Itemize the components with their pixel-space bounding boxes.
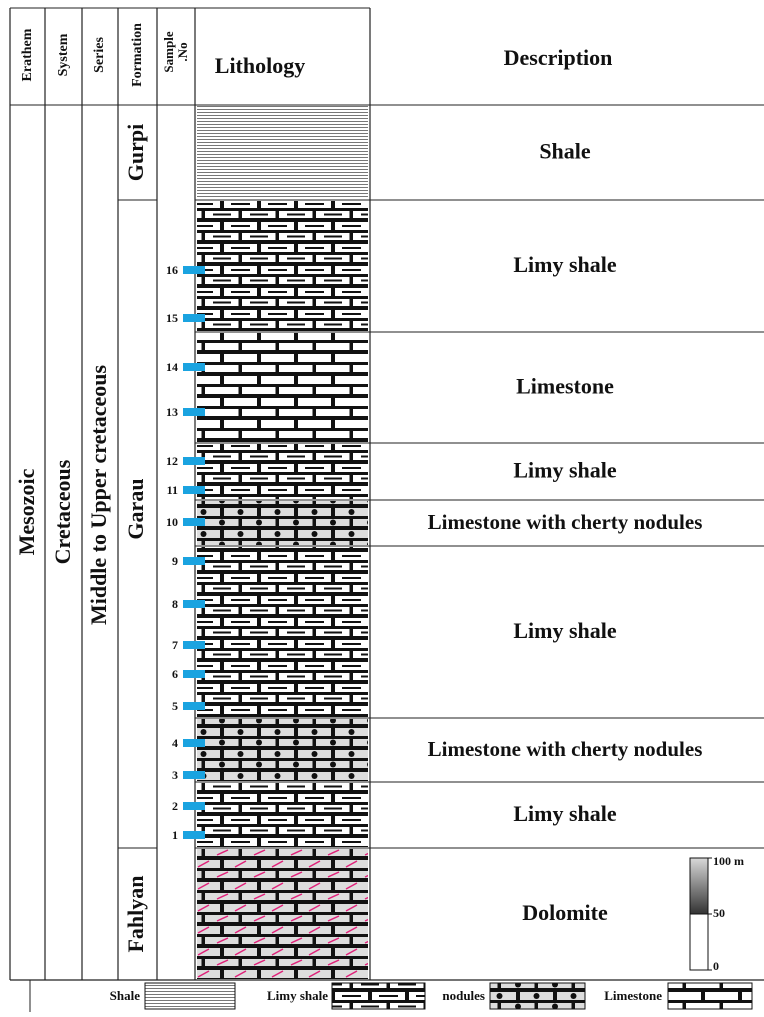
lithology-fill (197, 201, 368, 331)
unit-description: Limestone with cherty nodules (428, 737, 703, 761)
sample-number: 3 (172, 768, 178, 782)
sample-number: 4 (172, 736, 178, 750)
header-series: Series (92, 37, 107, 73)
scale-label: 50 (713, 906, 725, 920)
lithology-fill (197, 547, 368, 717)
header-description: Description (504, 45, 613, 70)
lithology-fill (197, 719, 368, 781)
legend-swatch (667, 982, 753, 1010)
unit-description: Dolomite (522, 900, 608, 925)
scale-upper (689, 857, 709, 915)
legend-label: Limy shale (267, 988, 328, 1003)
lithology-fill (197, 333, 368, 442)
sample-number: 6 (172, 667, 178, 681)
sample-marker (183, 831, 205, 839)
sample-marker (183, 486, 205, 494)
scale-label: 100 m (713, 854, 744, 868)
header-formation: Formation (130, 23, 145, 87)
unit-description: Limy shale (513, 618, 617, 643)
sample-marker (183, 518, 205, 526)
sample-marker (183, 363, 205, 371)
sample-marker (183, 600, 205, 608)
legend-swatch (144, 982, 236, 1010)
unit-description: Limy shale (513, 801, 617, 826)
lithology-fill (197, 783, 368, 847)
unit-description: Shale (539, 139, 591, 164)
header-sample: .No (175, 42, 190, 61)
unit-description: Limy shale (513, 458, 617, 483)
unit-description: Limestone (516, 374, 614, 399)
sample-marker (183, 771, 205, 779)
legend-swatch (489, 982, 586, 1010)
lithology-fill (197, 444, 368, 499)
scale-lower (689, 913, 709, 971)
header-erathem: Erathem (20, 28, 35, 81)
sample-number: 15 (166, 311, 178, 325)
scale-label: 0 (713, 959, 719, 973)
legend-label: Shale (110, 988, 141, 1003)
legend-swatch (331, 982, 426, 1010)
formation-name: Gurpi (123, 124, 148, 181)
sample-number: 7 (172, 638, 178, 652)
header-lithology: Lithology (215, 53, 305, 78)
series: Middle to Upper cretaceous (86, 365, 111, 626)
sample-number: 10 (166, 515, 178, 529)
unit-description: Limestone with cherty nodules (428, 510, 703, 534)
header-sample: Sample (161, 31, 176, 72)
system: Cretaceous (50, 459, 75, 564)
lithology-fill (197, 501, 368, 545)
sample-number: 9 (172, 554, 178, 568)
sample-marker (183, 670, 205, 678)
sample-marker (183, 408, 205, 416)
sample-number: 13 (166, 405, 178, 419)
legend-label: nodules (442, 988, 485, 1003)
sample-marker (183, 641, 205, 649)
sample-number: 8 (172, 597, 178, 611)
legend-label: Limestone (604, 988, 662, 1003)
sample-number: 14 (166, 360, 178, 374)
formation-name: Garau (123, 478, 148, 539)
sample-number: 12 (166, 454, 178, 468)
sample-marker (183, 457, 205, 465)
sample-marker (183, 266, 205, 274)
erathem: Mesozoic (14, 468, 39, 555)
lithology-fill (197, 106, 368, 199)
formation-name: Fahlyan (123, 875, 148, 952)
unit-description: Limy shale (513, 252, 617, 277)
sample-marker (183, 557, 205, 565)
sample-marker (183, 802, 205, 810)
header-system: System (56, 33, 71, 76)
sample-marker (183, 739, 205, 747)
sample-number: 11 (167, 483, 178, 497)
sample-marker (183, 314, 205, 322)
sample-marker (183, 702, 205, 710)
sample-number: 2 (172, 799, 178, 813)
sample-number: 5 (172, 699, 178, 713)
sample-number: 16 (166, 263, 178, 277)
sample-number: 1 (172, 828, 178, 842)
lithology-fill (197, 849, 368, 979)
